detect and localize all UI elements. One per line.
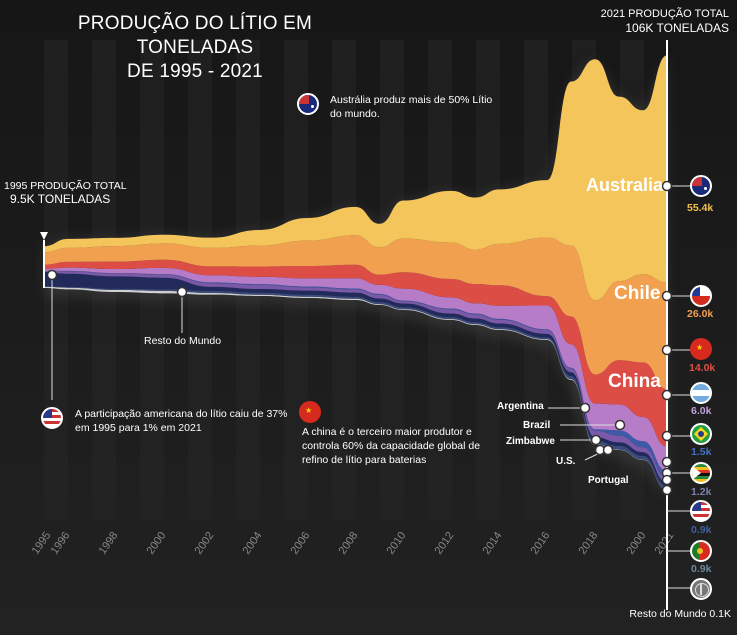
total-1995-label: 1995 PRODUÇÃO TOTAL [4, 180, 127, 192]
marker-dot [661, 456, 673, 468]
marker-dot [602, 444, 614, 456]
marker-dot [661, 180, 673, 192]
area-u-s- [44, 272, 667, 486]
china-flag-icon: ★ [299, 401, 321, 423]
area-zimbabwe [44, 270, 667, 483]
label-argentina: Argentina [497, 401, 544, 412]
value-china: 14.0k [689, 362, 716, 374]
value-australia: 55.4k [687, 202, 714, 214]
marker-dot [661, 344, 673, 356]
marker-dot [614, 419, 626, 431]
value-zimbabwe: 1.2k [691, 486, 712, 498]
label-china: China [608, 371, 661, 392]
chart-title: PRODUÇÃO DO LÍTIO EM TONELADAS DE 1995 -… [20, 12, 370, 84]
label-rest-of-world-2021: Resto do Mundo 0.1K [629, 608, 731, 620]
value-portugal: 0.9k [691, 563, 712, 575]
area-argentina [44, 267, 667, 472]
label-portugal: Portugal [588, 475, 629, 486]
area-chile [44, 235, 667, 390]
chart-title-line1: PRODUÇÃO DO LÍTIO EM TONELADAS [77, 13, 313, 58]
marker-dot [46, 269, 58, 281]
usa-flag-icon-2021 [690, 500, 712, 522]
marker-1995-arrow [40, 232, 48, 240]
marker-dot [579, 402, 591, 414]
label-rest-of-world: Resto do Mundo [144, 335, 222, 347]
marker-dot [661, 484, 673, 496]
value-chile: 26.0k [687, 308, 714, 320]
marker-dot [661, 290, 673, 302]
label-brazil: Brazil [523, 420, 551, 431]
annotation-layer [40, 40, 690, 610]
marker-dot [661, 430, 673, 442]
value-us: 0.9k [691, 524, 712, 536]
area-layer [44, 55, 667, 490]
globe-icon [690, 578, 712, 600]
total-2021-value: 106K TONELADAS [625, 21, 729, 35]
value-argentina: 6.0k [691, 405, 712, 417]
chart-title-line2: DE 1995 - 2021 [127, 61, 263, 82]
portugal-flag-icon [690, 540, 712, 562]
chile-flag-icon [690, 285, 712, 307]
australia-flag-icon [297, 93, 319, 115]
china-flag-icon-2021: ★ [690, 338, 712, 360]
label-chile: Chile [614, 283, 661, 304]
argentina-flag-icon [690, 382, 712, 404]
marker-dot [590, 434, 602, 446]
total-1995-value: 9.5K TONELADAS [10, 192, 111, 206]
marker-dot [661, 389, 673, 401]
brazil-flag-icon [690, 423, 712, 445]
label-us: U.S. [556, 456, 576, 467]
note-usa: A participação americana do lítio caiu d… [75, 408, 288, 434]
label-zimbabwe: Zimbabwe [506, 436, 555, 447]
marker-dot [176, 286, 188, 298]
zimbabwe-flag-icon [690, 462, 712, 484]
total-2021-label: 2021 PRODUÇÃO TOTAL [600, 8, 729, 20]
marker-dot [661, 474, 673, 486]
total-1995: 1995 PRODUÇÃO TOTAL 9.5K TONELADAS [4, 180, 127, 206]
total-2021: 2021 PRODUÇÃO TOTAL 106K TONELADAS [601, 7, 729, 35]
note-china: A china é o terceiro maior produtor e co… [302, 426, 481, 466]
area-australia [44, 55, 667, 301]
note-australia: Austrália produz mais de 50% Lítio do mu… [330, 94, 493, 120]
australia-flag-icon-2021 [690, 175, 712, 197]
label-australia: Australia [586, 175, 664, 195]
value-brazil: 1.5k [691, 446, 712, 458]
usa-flag-icon [41, 407, 63, 429]
